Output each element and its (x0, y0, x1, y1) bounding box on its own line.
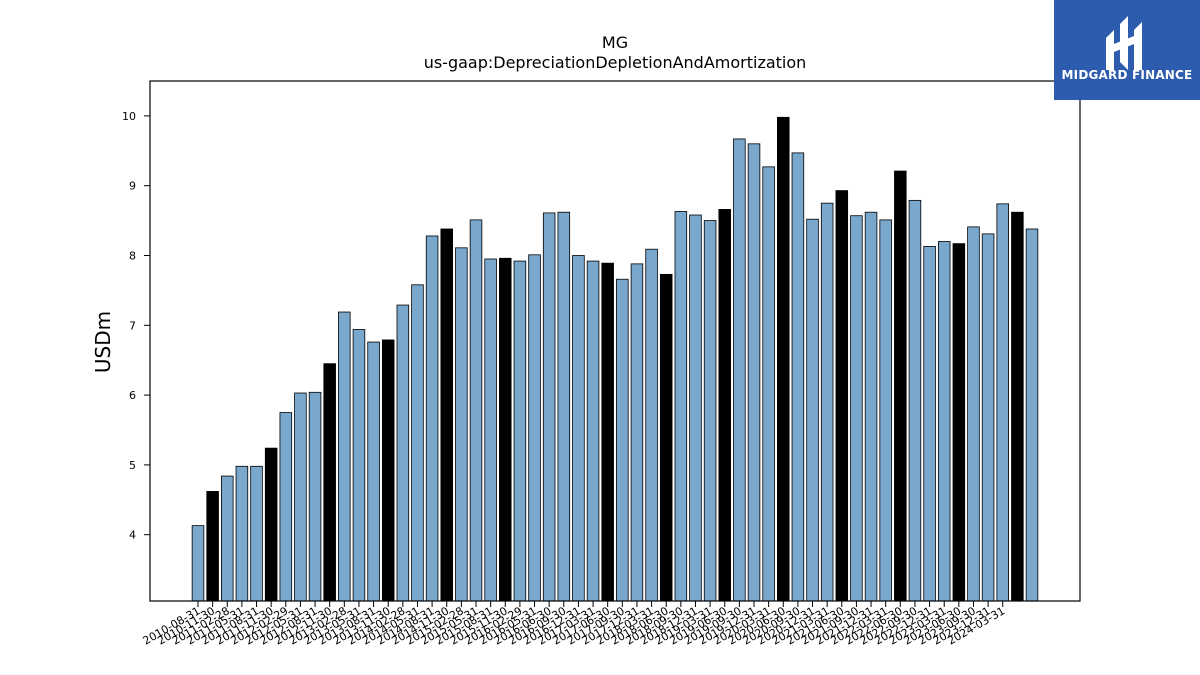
bar (718, 209, 731, 602)
bar (381, 339, 395, 602)
bar (1011, 211, 1024, 602)
y-tick-label: 9 (129, 180, 136, 193)
bar (1025, 228, 1039, 602)
bar (308, 391, 322, 602)
bar (411, 284, 424, 602)
brand-logo: MIDGARD FINANCE (1054, 0, 1200, 100)
bar (367, 341, 380, 602)
y-axis-label: USDm (91, 311, 115, 373)
bar (250, 465, 263, 602)
bar (981, 233, 995, 602)
y-tick-label: 4 (129, 529, 136, 542)
plot-frame (149, 80, 1081, 602)
bar (557, 211, 571, 602)
bar (894, 170, 907, 602)
x-axis-ticks: 2010-08-312010-11-302011-02-282011-05-31… (141, 601, 1007, 648)
bar (645, 248, 658, 602)
bar (616, 278, 629, 602)
bar (791, 152, 805, 602)
bar (264, 447, 278, 602)
y-axis-ticks: 4 5 6 7 8 9 10 (122, 110, 150, 542)
chart-title: MG (602, 33, 628, 52)
bar (879, 219, 892, 602)
y-tick-label: 10 (122, 110, 136, 123)
y-tick-label: 6 (129, 389, 136, 402)
bar (235, 465, 249, 602)
bar (762, 166, 775, 602)
bar (835, 190, 849, 602)
bar (864, 211, 878, 602)
bar (996, 203, 1009, 602)
bar (484, 258, 497, 602)
bar (952, 243, 966, 602)
bar (425, 235, 439, 602)
bar (528, 254, 541, 602)
bar (572, 255, 585, 602)
bar (850, 215, 863, 602)
bar (586, 260, 600, 602)
bar (659, 273, 673, 602)
bar (279, 412, 293, 602)
bar (499, 257, 512, 602)
bar (630, 263, 644, 602)
bar (323, 363, 336, 602)
bar (206, 491, 219, 602)
bar (777, 116, 790, 602)
bar (352, 329, 366, 602)
y-tick-label: 8 (129, 249, 136, 262)
bar (733, 138, 746, 602)
bar (601, 262, 614, 602)
bar (440, 228, 453, 602)
bar (542, 212, 556, 602)
bar (513, 260, 527, 602)
bar (294, 392, 307, 602)
y-tick-label: 5 (129, 459, 136, 472)
bar (191, 525, 205, 602)
bar (689, 214, 702, 602)
bar (806, 218, 819, 602)
bar (338, 311, 351, 602)
bar (455, 247, 468, 602)
bar (396, 304, 410, 602)
bar (908, 199, 922, 602)
bar (747, 143, 761, 602)
bar-series (191, 116, 1039, 602)
bar (703, 220, 717, 602)
bar (967, 226, 980, 602)
brand-name: MIDGARD FINANCE (1061, 68, 1193, 82)
bar (820, 202, 834, 602)
bar (937, 241, 951, 602)
bar (923, 246, 936, 602)
y-tick-label: 7 (129, 319, 136, 332)
bar (221, 475, 234, 602)
bar (674, 211, 688, 602)
midgard-logo-icon (1106, 16, 1142, 70)
chart-subtitle: us-gaap:DepreciationDepletionAndAmortiza… (424, 53, 807, 72)
bar (469, 219, 483, 602)
